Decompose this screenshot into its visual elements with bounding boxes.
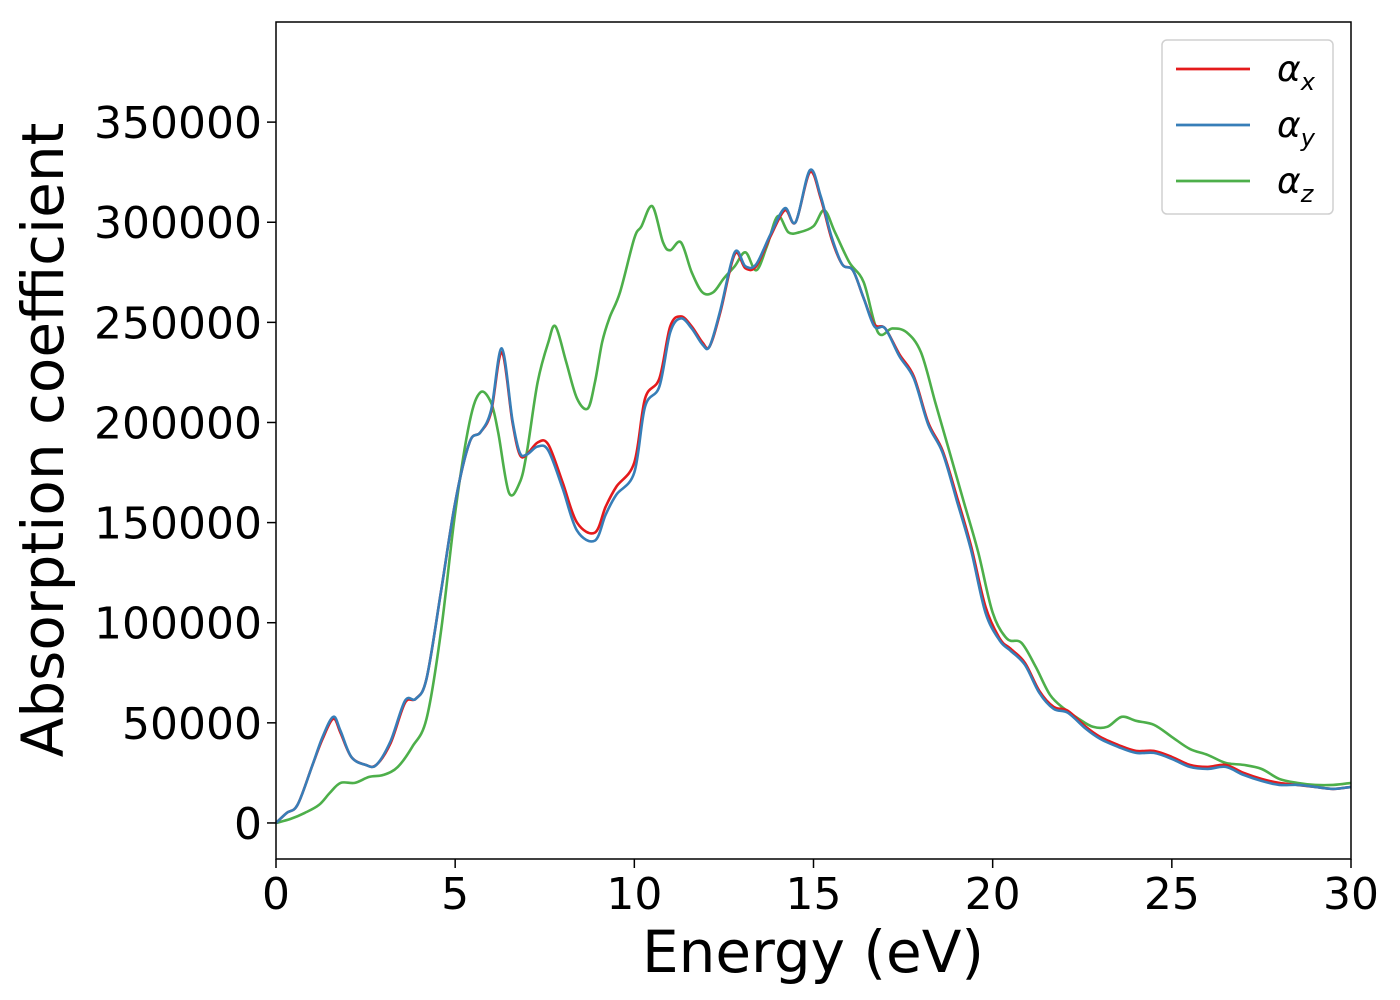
y-tick-label: 0 xyxy=(234,799,262,850)
x-tick-label: 0 xyxy=(262,869,290,920)
series-layer xyxy=(275,168,1352,825)
x-axis-title: Energy (eV) xyxy=(642,918,984,986)
x-tick-label: 25 xyxy=(1144,869,1200,920)
y-tick-label: 250000 xyxy=(94,298,262,349)
x-axis: 0 5 10 15 20 25 30 xyxy=(262,859,1379,920)
y-tick-label: 100000 xyxy=(94,599,262,650)
y-tick-label: 50000 xyxy=(122,699,262,750)
x-tick-label: 5 xyxy=(441,869,469,920)
y-tick-label: 150000 xyxy=(94,499,262,550)
legend: αx αy αz xyxy=(1161,39,1334,215)
y-tick-label: 200000 xyxy=(94,398,262,449)
legend-box xyxy=(1161,39,1334,215)
legend-label-z: αz xyxy=(1277,161,1315,208)
y-axis-title: Absorption coefficient xyxy=(9,123,77,758)
x-tick-label: 10 xyxy=(606,869,662,920)
y-axis: 0 50000 100000 150000 200000 250000 300000 3500… xyxy=(94,98,276,850)
x-tick-label: 15 xyxy=(786,869,842,920)
legend-label-x: αx xyxy=(1277,49,1316,96)
legend-label-y: αy xyxy=(1277,105,1316,152)
x-tick-label: 30 xyxy=(1323,869,1379,920)
series-line-y xyxy=(275,168,1352,824)
x-tick-label: 20 xyxy=(965,869,1021,920)
y-tick-label: 300000 xyxy=(94,198,262,249)
y-tick-label: 350000 xyxy=(94,98,262,149)
